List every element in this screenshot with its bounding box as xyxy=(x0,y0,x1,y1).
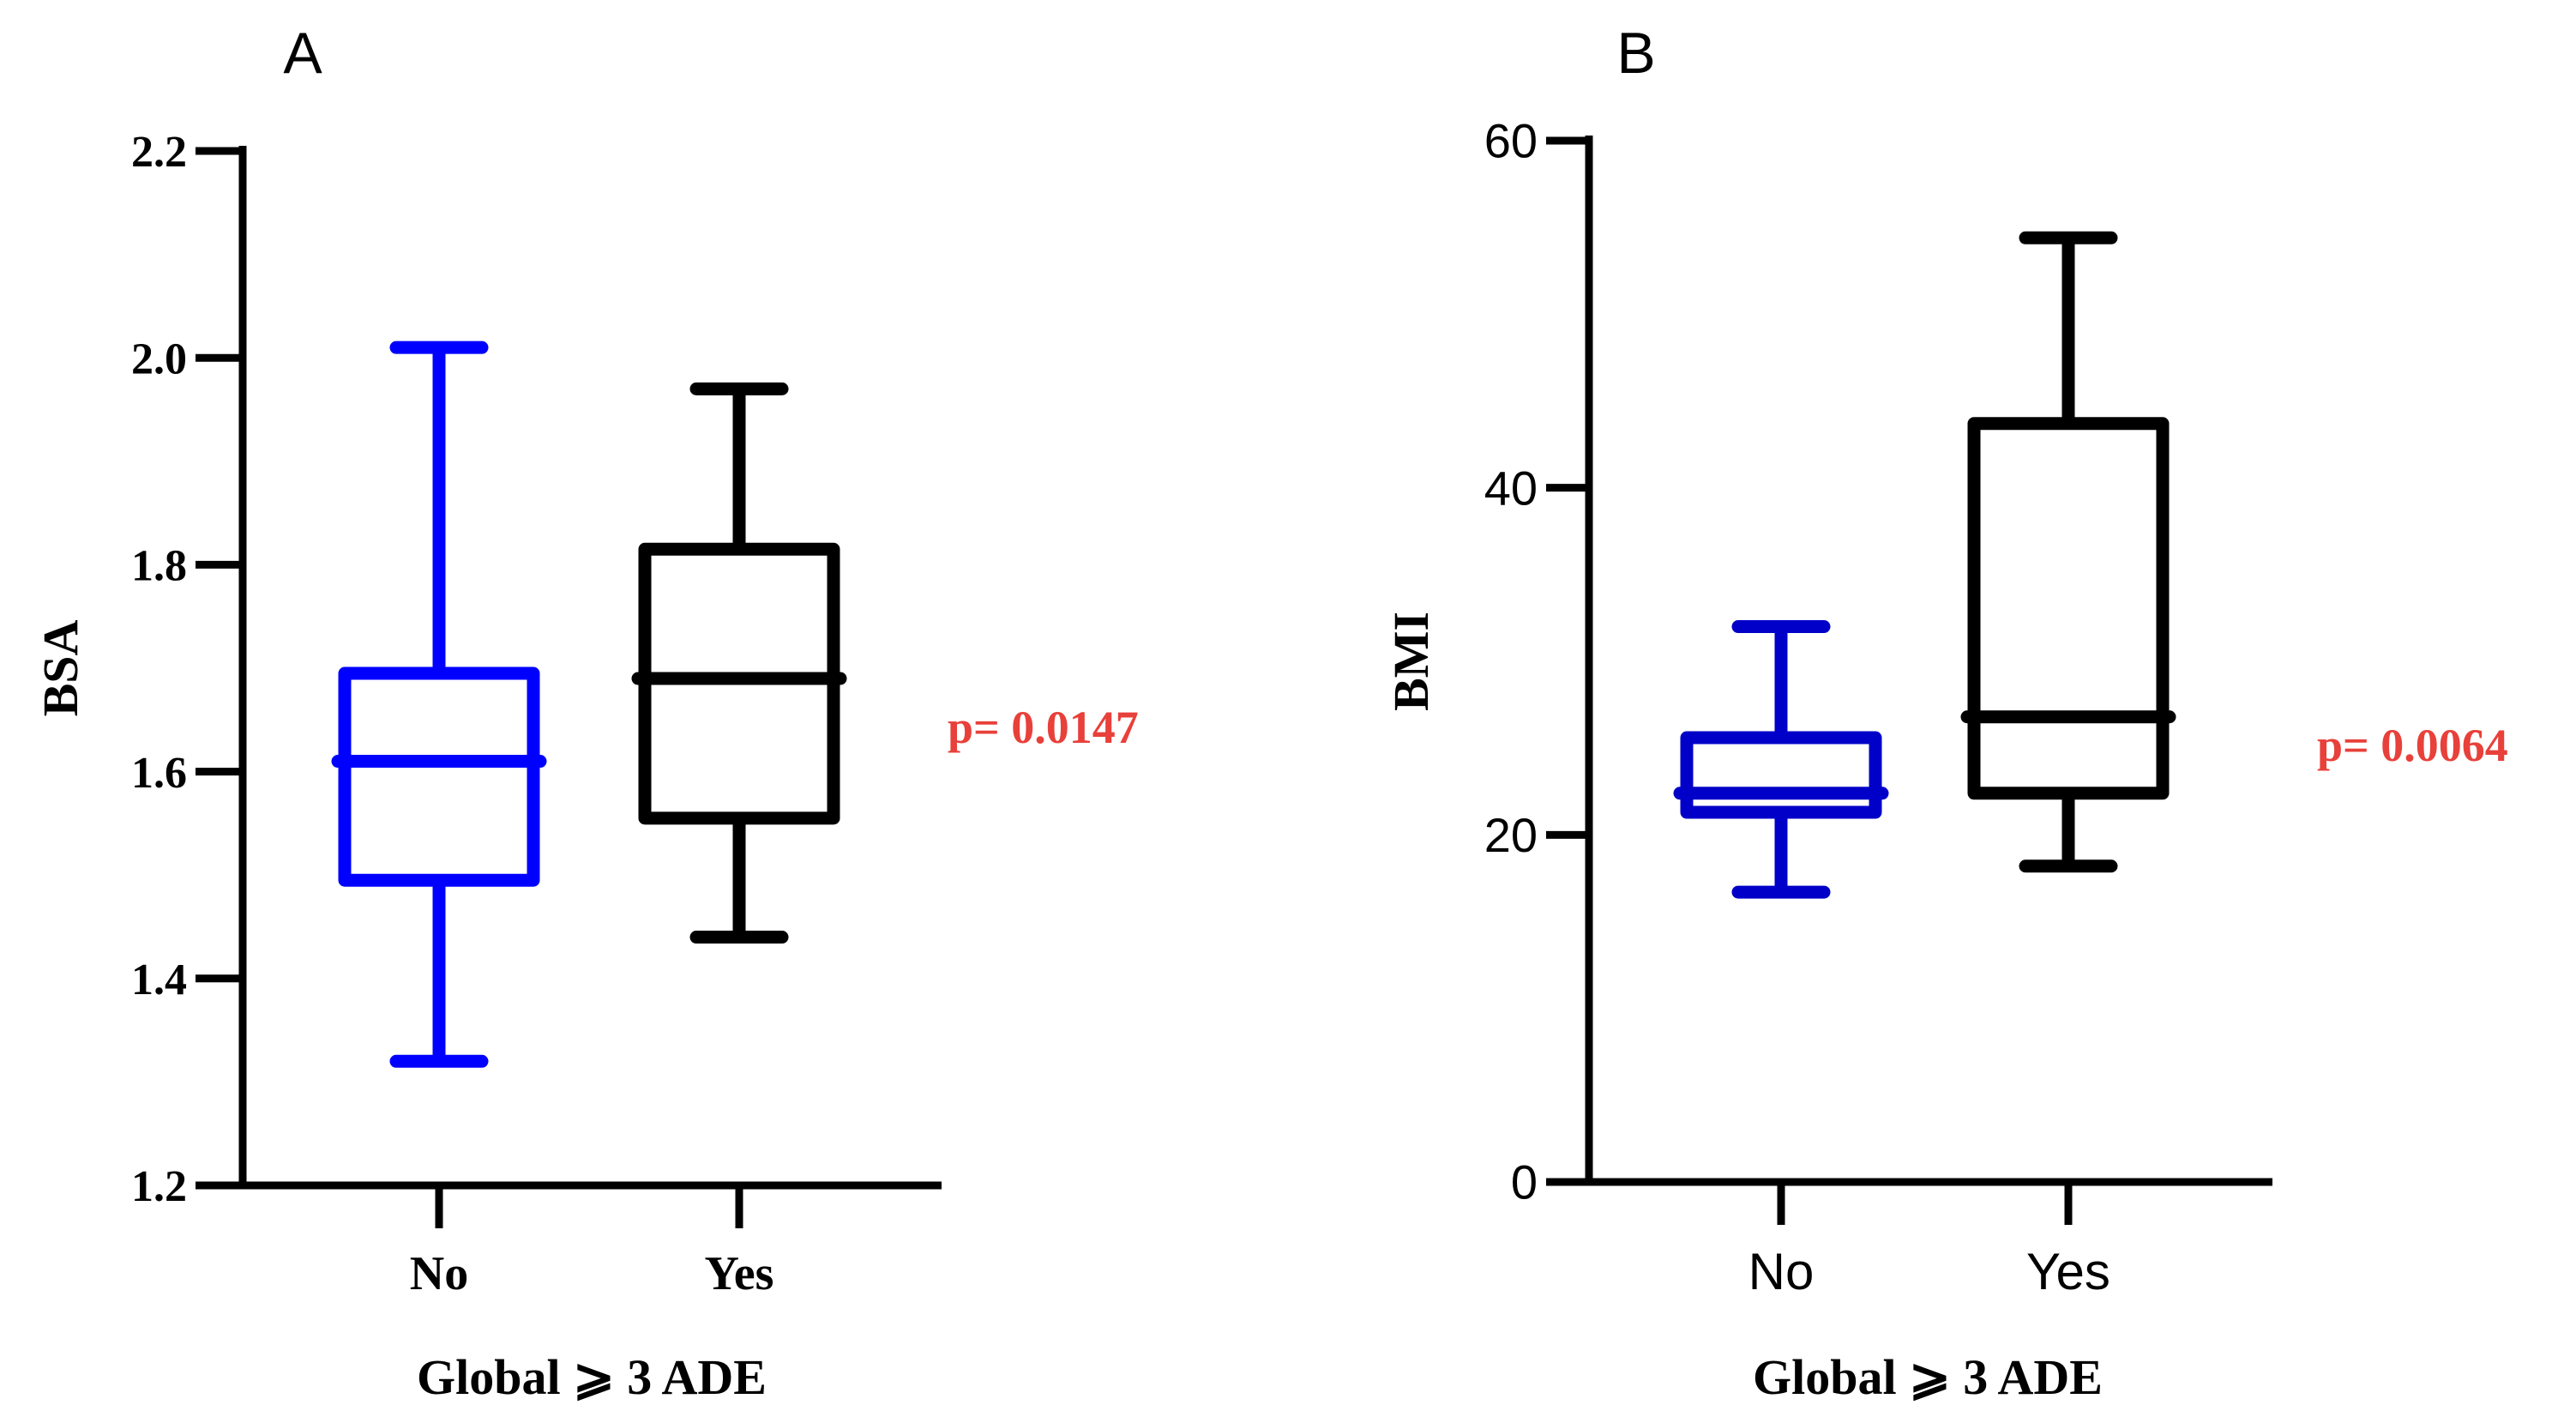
panel-label: B xyxy=(1616,21,1655,86)
box-plot-no xyxy=(1673,620,1889,899)
iqr-box xyxy=(1680,731,1882,819)
p-value-annotation: p= 0.0064 xyxy=(2317,720,2508,771)
y-tick-label: 40 xyxy=(1484,461,1538,515)
panel-label: A xyxy=(283,21,322,86)
x-tick-label: Yes xyxy=(2026,1243,2110,1300)
box-plot-no xyxy=(331,341,547,1068)
y-tick-label: 60 xyxy=(1484,114,1538,168)
y-tick-label: 1.8 xyxy=(131,542,187,591)
x-axis-label: Global ⩾ 3 ADE xyxy=(417,1349,767,1405)
x-tick-label: No xyxy=(1748,1243,1815,1300)
x-axis-label: Global ⩾ 3 ADE xyxy=(1753,1349,2103,1405)
y-tick-label: 2.2 xyxy=(131,128,187,177)
iqr-box xyxy=(338,666,540,887)
y-tick-label: 1.6 xyxy=(131,749,187,798)
y-axis-label: BMI xyxy=(1383,612,1439,711)
box-plot-yes xyxy=(631,382,847,944)
y-tick-label: 1.4 xyxy=(131,956,187,1004)
x-tick-label: No xyxy=(410,1247,468,1300)
y-tick-label: 0 xyxy=(1511,1155,1538,1209)
y-tick-label: 20 xyxy=(1484,808,1538,862)
y-axis-label: BSA xyxy=(33,619,88,716)
panel-a-bsa-chart: A 1.2 1.4 1.6 1.8 2.0 2.2 BSA No Yes Global ⩾ 3 AD… xyxy=(33,21,1139,1405)
box-plot-yes xyxy=(1960,231,2176,873)
p-value-annotation: p= 0.0147 xyxy=(948,702,1139,753)
x-tick-label: Yes xyxy=(705,1247,774,1300)
iqr-box xyxy=(1967,417,2170,800)
y-tick-label: 2.0 xyxy=(131,335,187,383)
y-tick-label: 1.2 xyxy=(131,1162,187,1211)
panel-b-bmi-chart: B 0 20 40 60 BMI No Yes Global ⩾ 3 ADE p= 0.0064 xyxy=(1383,21,2508,1405)
